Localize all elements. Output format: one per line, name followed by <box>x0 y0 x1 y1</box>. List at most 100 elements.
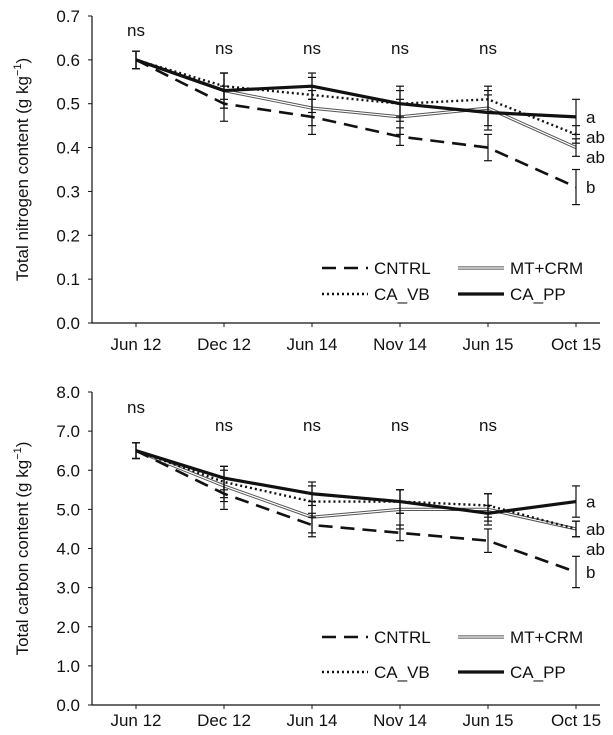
x-tick-label: Oct 15 <box>551 335 601 354</box>
chart-panel-1: 0.0 0.1 0.2 0.3 0.4 0.5 0.6 0.7 Jun 12 Dec 12 Jun … <box>12 7 605 354</box>
y-axis-label-text: Total carbon content (g kg <box>13 460 32 656</box>
series-mt-crm <box>132 442 580 538</box>
legend-label: MT+CRM <box>510 259 583 278</box>
significance-label: ns <box>303 39 321 58</box>
legend-item-ca-pp: CA_PP <box>458 285 566 304</box>
legend-item-mt-crm: MT+CRM <box>458 628 583 647</box>
legend-label: CA_VB <box>374 663 430 682</box>
significance-letter: a <box>586 108 596 127</box>
y-tick-label: 0.0 <box>56 696 80 715</box>
series-line <box>135 449 577 531</box>
series-ca-vb <box>132 442 580 538</box>
error-bar <box>484 94 492 131</box>
y-tick-label: 5.0 <box>56 500 80 519</box>
significance-label: ns <box>215 416 233 435</box>
legend: CNTRL MT+CRM CA_VB CA_PP <box>322 628 583 682</box>
x-tick-label: Jun 12 <box>110 335 161 354</box>
error-bar <box>572 168 580 206</box>
error-bar <box>308 481 316 507</box>
error-bar <box>572 485 580 518</box>
x-tick-label: Nov 14 <box>373 335 427 354</box>
legend-label: CA_VB <box>374 285 430 304</box>
significance-label: ns <box>303 416 321 435</box>
y-tick-label: 7.0 <box>56 422 80 441</box>
y-tick-label: 0.5 <box>56 95 80 114</box>
x-tick-label: Nov 14 <box>373 711 427 730</box>
error-bar <box>396 85 404 122</box>
error-bar <box>572 98 580 136</box>
legend-item-cntrl: CNTRL <box>322 628 431 647</box>
error-bar <box>308 72 316 100</box>
legend-item-cntrl: CNTRL <box>322 259 431 278</box>
series-ca-pp <box>132 442 580 522</box>
significance-letter: ab <box>586 520 605 539</box>
legend-label: CA_PP <box>510 663 566 682</box>
y-tick-label: 0.3 <box>56 182 80 201</box>
error-bar <box>132 442 140 460</box>
y-axis-label: Total carbon content (g kg−1) <box>12 442 32 656</box>
error-bar <box>396 524 404 542</box>
y-axis-label-close: ) <box>13 58 32 64</box>
y-tick-label: 1.0 <box>56 657 80 676</box>
x-tick-label: Jun 15 <box>462 335 513 354</box>
series-line <box>135 449 577 574</box>
significance-label: ns <box>391 416 409 435</box>
x-tick-label: Dec 12 <box>197 711 251 730</box>
x-tick-label: Oct 15 <box>551 711 601 730</box>
error-bar <box>220 465 228 491</box>
significance-label: ns <box>127 398 145 417</box>
legend-label: MT+CRM <box>510 628 583 647</box>
series-cntrl <box>132 50 580 206</box>
series-line <box>135 58 577 150</box>
significance-label: ns <box>391 39 409 58</box>
x-tick-label: Jun 15 <box>462 711 513 730</box>
series-ca-vb <box>132 50 580 144</box>
legend-label: CNTRL <box>374 259 431 278</box>
series-line-inner <box>135 450 577 530</box>
legend-item-ca-vb: CA_VB <box>322 663 430 682</box>
x-tick-label: Jun 14 <box>286 711 337 730</box>
y-tick-label: 0.0 <box>56 314 80 333</box>
error-bar <box>308 512 316 538</box>
error-bar <box>572 520 580 538</box>
y-tick-label: 4.0 <box>56 540 80 559</box>
series-line <box>135 58 577 136</box>
chart-panel-2: 0.0 1.0 2.0 3.0 4.0 5.0 6.0 7.0 8.0 Jun 12 Dec 12 J… <box>12 383 605 730</box>
significance-letter: ab <box>586 540 605 559</box>
series-line <box>135 449 577 531</box>
significance-letter: a <box>586 493 596 512</box>
series-mt-crm <box>132 50 580 157</box>
legend-item-ca-vb: CA_VB <box>322 285 430 304</box>
legend-item-ca-pp: CA_PP <box>458 663 566 682</box>
error-bar <box>132 50 140 70</box>
significance-label: ns <box>479 416 497 435</box>
series-ca-pp <box>132 50 580 136</box>
significance-label: ns <box>127 21 145 40</box>
error-bar <box>396 489 404 514</box>
x-tick-label: Dec 12 <box>197 335 251 354</box>
error-bar <box>484 528 492 554</box>
significance-label: ns <box>479 39 497 58</box>
y-tick-label: 3.0 <box>56 579 80 598</box>
significance-letter: b <box>586 563 595 582</box>
series-line <box>135 58 577 189</box>
y-axis-label-text: Total nitrogen content (g kg <box>13 76 32 281</box>
legend-label: CNTRL <box>374 628 431 647</box>
series-line-inner <box>135 59 577 149</box>
x-tick-label: Jun 14 <box>286 335 337 354</box>
y-tick-label: 0.6 <box>56 51 80 70</box>
significance-label: ns <box>215 39 233 58</box>
y-tick-label: 0.2 <box>56 226 80 245</box>
y-tick-label: 0.4 <box>56 139 80 158</box>
y-axis-label-sup: −1 <box>12 64 24 77</box>
x-tick-label: Jun 12 <box>110 711 161 730</box>
legend-label: CA_PP <box>510 285 566 304</box>
series-line <box>135 58 577 119</box>
legend: CNTRL MT+CRM CA_VB CA_PP <box>322 259 583 304</box>
y-tick-label: 0.7 <box>56 7 80 26</box>
y-tick-label: 6.0 <box>56 461 80 480</box>
error-bar <box>572 555 580 589</box>
y-axis-label-sup: −1 <box>12 447 24 460</box>
error-bar <box>484 133 492 162</box>
